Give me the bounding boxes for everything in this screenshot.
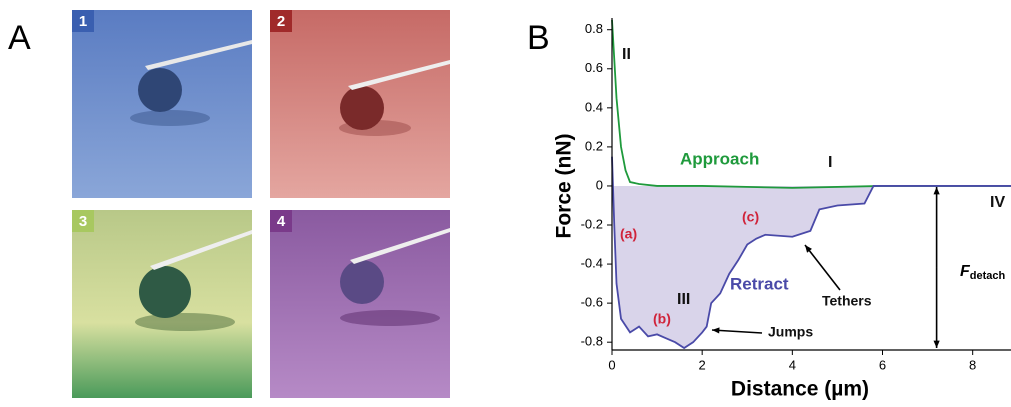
annotation: IV: [990, 194, 1005, 211]
tile-number: 2: [277, 13, 285, 30]
y-tick-label: 0.6: [585, 60, 603, 75]
x-tick-label: 0: [608, 357, 615, 372]
y-axis-title: Force (nN): [553, 134, 576, 239]
y-tick-label: 0.8: [585, 21, 603, 36]
annotation: III: [677, 291, 690, 308]
y-tick-label: -0.8: [581, 334, 603, 349]
x-tick-label: 4: [789, 357, 796, 372]
y-tick-label: 0: [596, 177, 603, 192]
annotation: II: [622, 46, 631, 63]
arrow-head: [805, 245, 812, 253]
x-tick-label: 8: [969, 357, 976, 372]
annotation: (a): [620, 226, 637, 242]
arrow-head: [712, 327, 720, 334]
series-name: Approach: [680, 149, 759, 168]
detach-sub: detach: [970, 270, 1006, 282]
arrow-head: [933, 186, 940, 195]
series-line: [611, 156, 1011, 350]
annotation: I: [828, 154, 832, 171]
tile: 2: [270, 10, 450, 198]
detach-main: F: [960, 263, 971, 280]
y-tick-label: -0.6: [581, 295, 603, 310]
panel-label: B: [527, 19, 550, 57]
detach-label: Fdetach: [960, 263, 1006, 282]
area-fill: [612, 185, 1011, 349]
series-line: [611, 19, 1011, 189]
annotation: Tethers: [822, 293, 872, 309]
panel-label: A: [8, 19, 31, 57]
tile: 4: [270, 210, 450, 398]
x-axis-title: Distance (µm): [731, 378, 869, 401]
plot: 0.8 0.6 0.4 0.2 0 -0.2 -0.4 -0.6 -0.8 0 2 4 6 8 Distan…: [553, 18, 1011, 401]
y-tick-label: -0.2: [581, 216, 603, 231]
series-name: Retract: [730, 274, 789, 293]
tile: 1: [72, 10, 252, 198]
tile-number: 4: [277, 213, 286, 230]
x-tick-label: 6: [879, 357, 886, 372]
arrow: [804, 244, 841, 291]
y-tick-label: -0.4: [581, 256, 603, 271]
annotation: Jumps: [768, 324, 813, 340]
y-tick-label: 0.2: [585, 138, 603, 153]
arrow-head: [933, 340, 940, 348]
annotation: (c): [742, 209, 759, 225]
tile: 3: [72, 210, 252, 398]
y-tick-label: 0.4: [585, 99, 603, 114]
tile-number: 3: [79, 213, 87, 230]
tile-number: 1: [79, 13, 87, 30]
x-tick-label: 2: [699, 357, 706, 372]
annotation: (b): [653, 311, 671, 327]
arrow: [711, 329, 763, 334]
